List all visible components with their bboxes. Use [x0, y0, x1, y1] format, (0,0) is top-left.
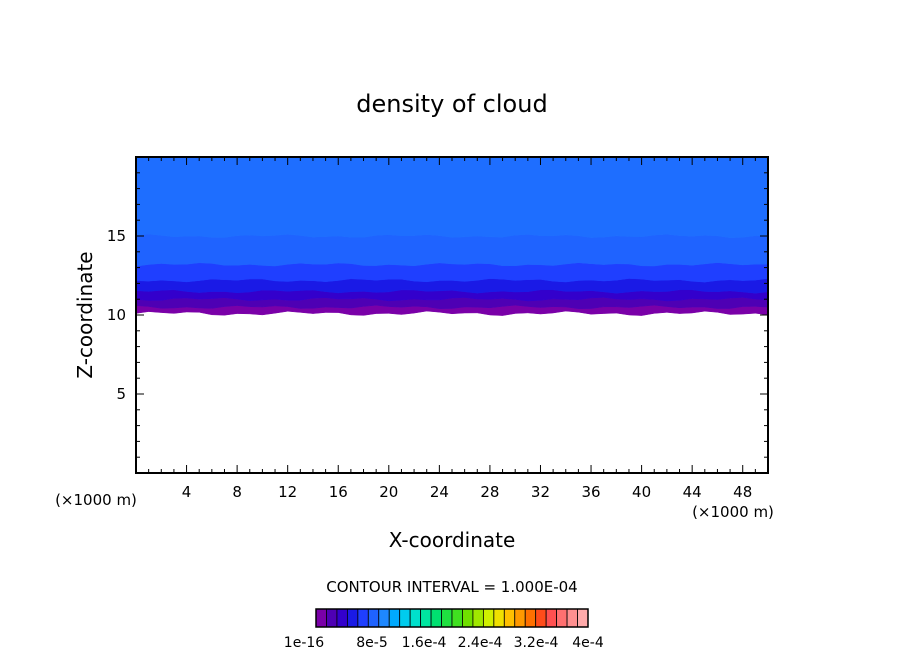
colorbar-swatch: [357, 608, 369, 628]
colorbar-swatch: [482, 608, 495, 628]
x-tick-label: 16: [329, 483, 348, 501]
x-tick-label: 32: [531, 483, 550, 501]
colorbar-swatch: [409, 608, 422, 628]
colorbar-label: 2.4e-4: [458, 635, 503, 651]
contour-interval-label: CONTOUR INTERVAL = 1.000E-04: [326, 578, 577, 596]
colorbar-label: 1.6e-4: [402, 635, 447, 651]
colorbar-swatch: [524, 608, 537, 628]
colorbar-frame: [315, 608, 589, 628]
colorbar-swatch: [326, 608, 338, 628]
contour-band: [135, 262, 769, 283]
x-tick-label: 40: [632, 483, 651, 501]
colorbar-swatch: [451, 608, 463, 628]
colorbar-swatch: [315, 608, 327, 628]
x-tick-label: 8: [232, 483, 242, 501]
colorbar-swatch: [462, 608, 474, 628]
colorbar-swatch: [367, 608, 380, 628]
colorbar-label: 8e-5: [356, 635, 387, 651]
colorbar-swatch: [493, 608, 505, 628]
y-tick-label: 15: [107, 227, 126, 245]
colorbar-swatch: [566, 608, 578, 628]
colorbar-swatch: [556, 608, 568, 628]
chart-title: density of cloud: [356, 90, 547, 118]
x-tick-label: 44: [683, 483, 702, 501]
colorbar-swatch: [545, 608, 558, 628]
colorbar-label: 3.2e-4: [514, 635, 559, 651]
x-tick-label: 4: [182, 483, 192, 501]
x-tick-label: 12: [278, 483, 297, 501]
y-axis-label: Z-coordinate: [73, 251, 97, 378]
y-tick-label: 5: [116, 385, 126, 403]
colorbar: [315, 608, 589, 628]
colorbar-swatch: [420, 608, 432, 628]
contour-band: [135, 233, 769, 267]
x-tick-label: 36: [581, 483, 600, 501]
x-unit-right: (×1000 m): [692, 503, 774, 521]
colorbar-labels: 1e-16 8e-5 1.6e-4 2.4e-4 3.2e-4 4e-4: [284, 635, 604, 651]
colorbar-swatch: [399, 608, 411, 628]
colorbar-swatch: [378, 608, 390, 628]
x-tick-label: 28: [480, 483, 499, 501]
colorbar-swatch: [514, 608, 526, 628]
colorbar-label: 1e-16: [284, 635, 324, 651]
x-unit-left: (×1000 m): [55, 491, 137, 509]
colorbar-swatch: [441, 608, 453, 628]
colorbar-swatch: [472, 608, 484, 628]
colorbar-swatch: [346, 608, 359, 628]
colorbar-swatch: [388, 608, 401, 628]
colorbar-swatch: [577, 608, 589, 628]
y-tick-label: 10: [107, 306, 126, 324]
colorbar-label: 4e-4: [572, 635, 604, 651]
colorbar-swatch: [336, 608, 348, 628]
x-tick-label: 20: [379, 483, 398, 501]
colorbar-swatch: [535, 608, 547, 628]
contour-band: [135, 156, 769, 238]
x-tick-label: 24: [430, 483, 449, 501]
colorbar-swatch: [503, 608, 516, 628]
colorbar-swatch: [430, 608, 442, 628]
x-tick-label: 48: [733, 483, 752, 501]
contour-bands: [135, 156, 769, 316]
x-axis-label: X-coordinate: [389, 528, 516, 552]
